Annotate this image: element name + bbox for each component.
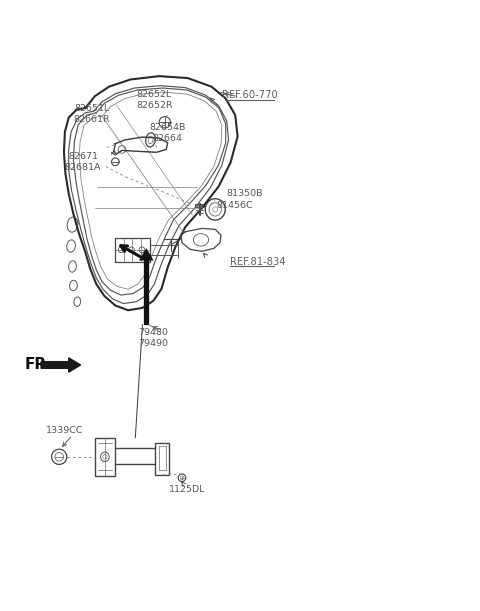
Polygon shape	[144, 260, 149, 324]
Text: 82651L
82661R: 82651L 82661R	[73, 104, 110, 125]
Text: 1125DL: 1125DL	[168, 485, 205, 494]
Text: 82671
82681A: 82671 82681A	[65, 152, 101, 172]
Polygon shape	[139, 249, 154, 260]
Polygon shape	[195, 203, 204, 207]
Text: 81350B: 81350B	[227, 189, 263, 198]
Text: REF.81-834: REF.81-834	[229, 257, 285, 267]
Text: 81456C: 81456C	[216, 201, 253, 210]
Text: REF.60-770: REF.60-770	[222, 90, 277, 100]
Text: 79480
79490: 79480 79490	[138, 327, 168, 348]
Text: 1339CC: 1339CC	[46, 426, 84, 434]
Text: 82652L
82652R: 82652L 82652R	[136, 90, 173, 110]
Text: 82654B
82664: 82654B 82664	[149, 123, 186, 144]
Text: FR.: FR.	[25, 357, 53, 373]
Polygon shape	[41, 358, 81, 372]
